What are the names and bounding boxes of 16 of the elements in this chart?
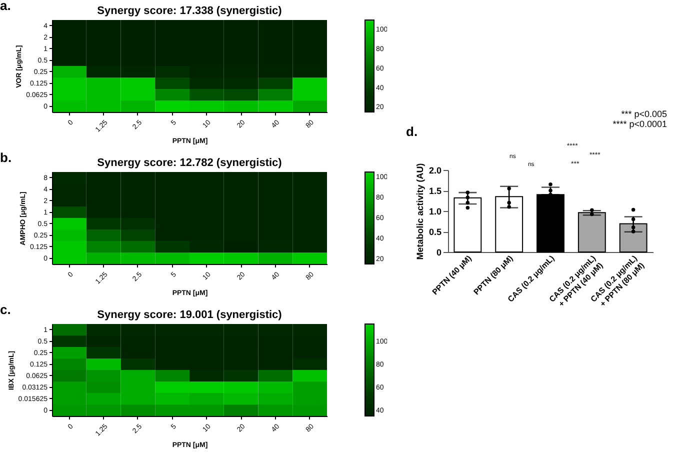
text: *** p<0.005 (621, 109, 667, 119)
chart-title: Synergy score: 12.782 (synergistic) (97, 157, 282, 169)
text: b. (0, 150, 12, 165)
y-tick-label: 2.0 (428, 166, 442, 176)
text: **** p<0.0001 (612, 119, 667, 129)
chart-title: Synergy score: 17.338 (synergistic) (97, 5, 282, 17)
bar (454, 197, 482, 252)
chart-title: Synergy score: 19.001 (synergistic) (97, 309, 282, 321)
y-tick-label: 1.5 (428, 186, 442, 196)
text: c. (0, 302, 11, 317)
y-tick-label: 1.0 (428, 206, 442, 216)
text: a. (0, 0, 11, 13)
bar (578, 212, 606, 252)
y-axis-title: Metabolic activity (AU) (414, 163, 425, 260)
text: d. (406, 124, 418, 139)
y-tick-label: 0.5 (428, 227, 442, 237)
